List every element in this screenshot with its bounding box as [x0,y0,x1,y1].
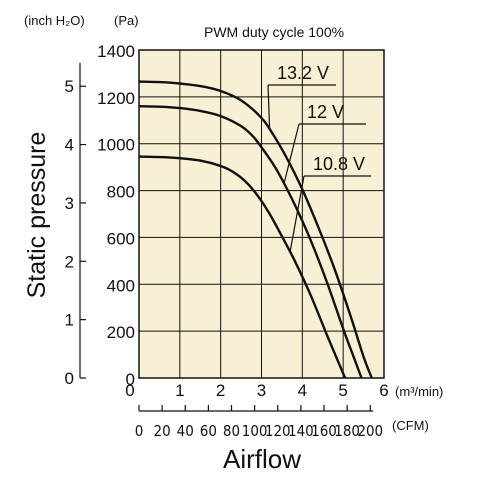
series-label: 12 V [307,102,344,122]
inch-tick-label: 1 [65,311,74,330]
cfm-tick-label: 100 [242,422,268,440]
x-tick-label: 4 [298,381,307,400]
inch-tick-label: 2 [65,252,74,271]
inch-tick-label: 4 [65,136,74,155]
series-label-leader [283,123,300,184]
x-tick-label: 0 [125,381,134,400]
y-unit-primary-label: (Pa) [114,13,139,28]
series-line [138,155,347,379]
series-label: 10.8 V [313,154,365,174]
series-line [138,80,373,379]
series-label-leader [267,84,271,130]
x-axis-ticks: 0 1 2 3 4 5 6 [125,381,388,400]
x-tick-label: 6 [379,381,388,400]
x-tick-label: 3 [257,381,266,400]
y-axis-title: Static pressure [23,132,51,299]
y-tick-label: 1400 [97,42,135,61]
y-tick-label: 600 [107,229,135,248]
cfm-tick-label: 0 [135,422,144,440]
cfm-tick-label: 140 [288,422,314,440]
cfm-tick-label: 20 [154,422,171,440]
x-axis-title: Airflow [223,444,301,474]
inch-tick-label: 3 [65,194,74,213]
series-label: 13.2 V [277,63,329,83]
y-tick-label: 0 [126,370,135,389]
series-label-leader [289,175,305,252]
y-tick-label: 400 [107,276,135,295]
cfm-tick-label: 160 [311,422,337,440]
series-curves: 13.2 V 12 V 10.8 V [138,63,373,379]
inch-tick-label: 5 [65,77,74,96]
y-tick-label: 800 [107,183,135,202]
cfm-tick-label: 200 [357,422,383,440]
cfm-tick-label: 80 [223,422,240,440]
cfm-tick-label: 60 [200,422,217,440]
plot-area: 13.2 V 12 V 10.8 V [138,49,385,379]
x-tick-label: 2 [216,381,225,400]
cfm-tick-label: 180 [334,422,360,440]
cfm-tick-label: 40 [177,422,194,440]
cfm-tick-label: 120 [265,422,291,440]
plot-frame [138,49,385,379]
x-tick-label: 5 [338,381,347,400]
series-line [138,105,363,379]
y-tick-label: 1200 [97,89,135,108]
chart-title: PWM duty cycle 100% [204,24,344,40]
x-tick-label: 1 [175,381,184,400]
y-tick-label: 200 [107,323,135,342]
y-tick-label: 1000 [97,136,135,155]
y-unit-secondary-label: (inch H₂O) [24,13,85,28]
y-axis-ticks: 0 200 400 600 800 1000 1200 1400 [97,42,135,389]
inch-tick-label: 0 [65,369,74,388]
x-unit-secondary-label: (CFM) [392,418,429,433]
x-unit-primary-label: (m³/min) [395,384,443,399]
inch-h2o-axis: 0 1 2 3 4 5 [65,62,86,388]
